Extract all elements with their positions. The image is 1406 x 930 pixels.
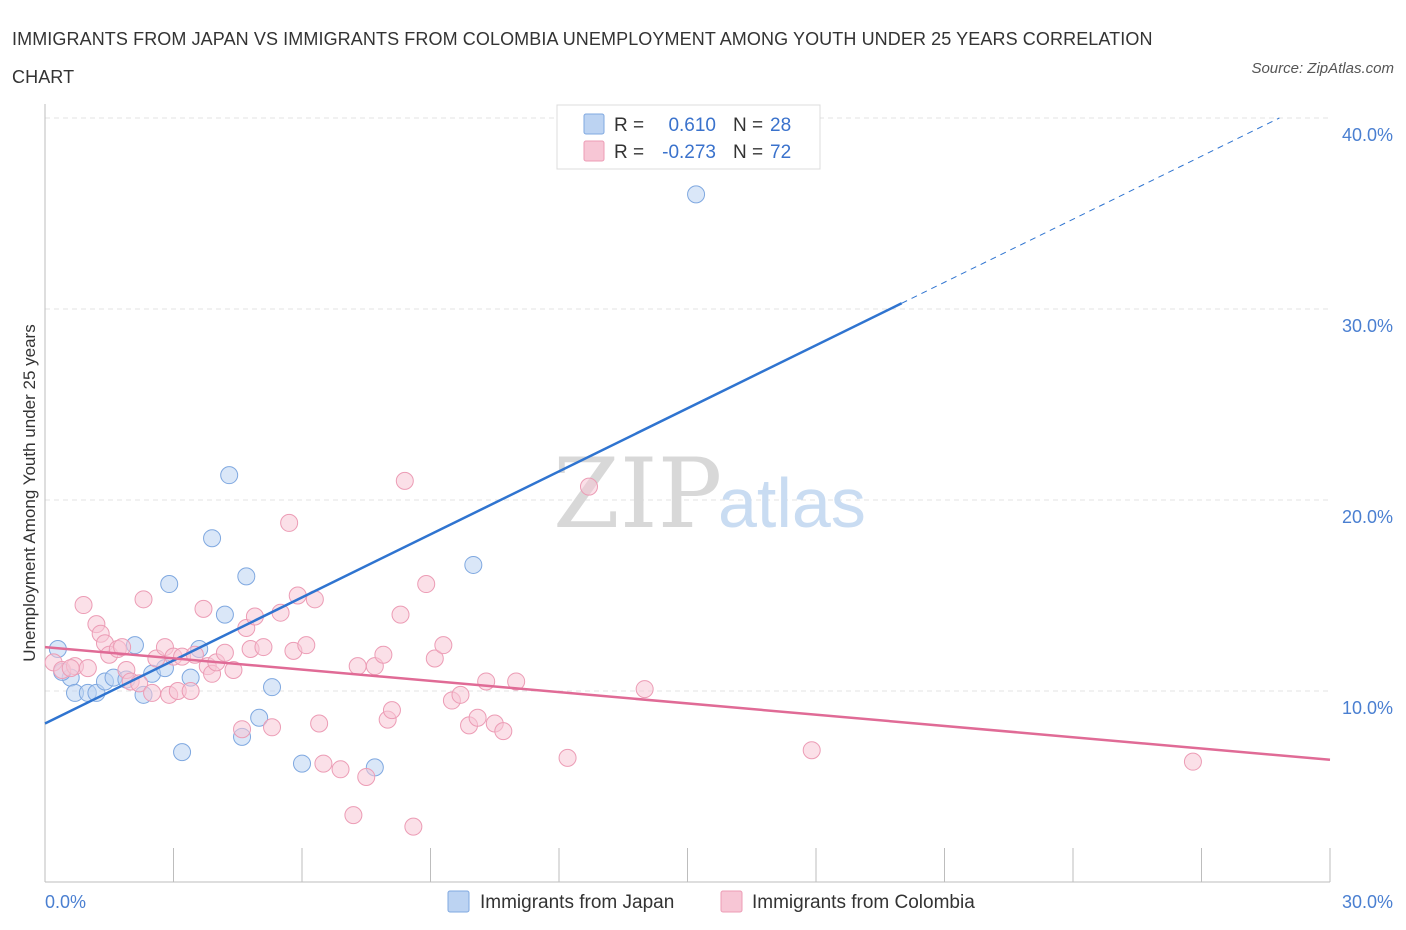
series-legend: Immigrants from Japan Immigrants from Co… — [447, 890, 975, 913]
legend-r-label-japan: R = — [614, 115, 644, 136]
colombia-point — [382, 701, 401, 720]
colombia-point — [263, 718, 282, 737]
colombia-point — [1183, 752, 1202, 771]
colombia-point — [74, 596, 93, 615]
colombia-point — [254, 638, 273, 657]
x-tick-label: 30.0% — [1342, 892, 1393, 912]
japan-trend-line — [44, 302, 903, 725]
japan-point — [173, 743, 192, 762]
colombia-point — [425, 649, 444, 668]
colombia-point — [194, 599, 213, 618]
legend-n-value-colombia: 72 — [770, 142, 791, 163]
chart-source: Source: ZipAtlas.com — [1251, 60, 1394, 77]
japan-point — [687, 185, 706, 204]
chart-title: IMMIGRANTS FROM JAPAN VS IMMIGRANTS FROM… — [12, 29, 1153, 87]
colombia-point — [224, 660, 243, 679]
colombia-point — [297, 636, 316, 655]
x-tick-label: 0.0% — [45, 892, 86, 912]
y-tick-label: 10.0% — [1342, 698, 1393, 718]
legend-n-value-japan: 28 — [770, 115, 791, 136]
colombia-point — [181, 682, 200, 700]
axes — [44, 104, 1331, 883]
colombia-point — [331, 760, 350, 779]
japan-point — [293, 754, 311, 773]
colombia-point — [78, 659, 97, 678]
legend-r-label-colombia: R = — [614, 142, 644, 163]
colombia-point — [434, 636, 453, 655]
japan-point — [220, 466, 239, 485]
colombia-point — [635, 680, 654, 699]
japan-point — [263, 678, 282, 697]
japan-point — [237, 567, 256, 586]
legend-swatch-japan — [583, 113, 605, 135]
legend-r-value-japan: 0.610 — [668, 115, 716, 136]
colombia-trend-line — [44, 645, 1331, 762]
colombia-point — [348, 657, 367, 676]
y-tick-label: 20.0% — [1342, 507, 1393, 527]
series-swatch-japan — [447, 890, 470, 913]
colombia-point — [113, 638, 132, 657]
legend-n-label-colombia: N = — [733, 142, 763, 163]
japan-trend-extension — [901, 117, 1280, 304]
colombia-point — [404, 817, 423, 836]
colombia-point — [391, 605, 410, 624]
colombia-point — [357, 767, 376, 786]
watermark-zip: ZIP — [553, 438, 722, 550]
trend-lines — [44, 117, 1331, 762]
x-tick-labels: 0.0% 30.0% — [45, 892, 1393, 912]
colombia-point — [468, 708, 487, 727]
colombia-point — [344, 806, 363, 825]
colombia-point — [134, 590, 153, 609]
y-axis-label: Unemployment Among Youth under 25 years — [20, 324, 39, 661]
y-tick-label: 30.0% — [1342, 316, 1393, 336]
colombia-point — [233, 720, 252, 739]
series-swatch-colombia — [720, 890, 743, 913]
colombia-point — [374, 645, 393, 664]
colombia-point — [558, 748, 577, 767]
legend-swatch-colombia — [583, 140, 605, 162]
colombia-point — [314, 754, 333, 773]
colombia-point — [280, 513, 299, 532]
legend-n-label-japan: N = — [733, 115, 763, 136]
colombia-point — [310, 714, 329, 733]
y-tick-labels: 10.0% 20.0% 30.0% 40.0% — [1342, 125, 1393, 718]
japan-point — [250, 708, 269, 727]
colombia-point — [61, 659, 80, 678]
japan-point — [215, 605, 234, 624]
series-label-colombia: Immigrants from Colombia — [752, 892, 975, 913]
japan-point — [464, 555, 483, 574]
colombia-point — [451, 685, 470, 704]
series-label-japan: Immigrants from Japan — [480, 892, 674, 913]
data-points — [44, 185, 1202, 836]
colombia-point — [143, 683, 162, 702]
y-tick-label: 40.0% — [1342, 125, 1393, 145]
japan-point — [160, 575, 179, 594]
colombia-point — [579, 477, 598, 496]
colombia-point — [215, 643, 234, 662]
colombia-point — [395, 471, 414, 490]
colombia-point — [494, 722, 513, 741]
correlation-legend: R = 0.610 N = 28 R = -0.273 N = 72 — [556, 104, 821, 170]
japan-point — [203, 529, 222, 548]
colombia-point — [417, 575, 436, 594]
colombia-point — [507, 672, 526, 691]
legend-r-value-colombia: -0.273 — [662, 142, 716, 163]
watermark: ZIP atlas — [553, 438, 866, 550]
watermark-atlas: atlas — [718, 464, 866, 542]
gridlines — [45, 117, 1330, 692]
colombia-point — [802, 741, 821, 760]
